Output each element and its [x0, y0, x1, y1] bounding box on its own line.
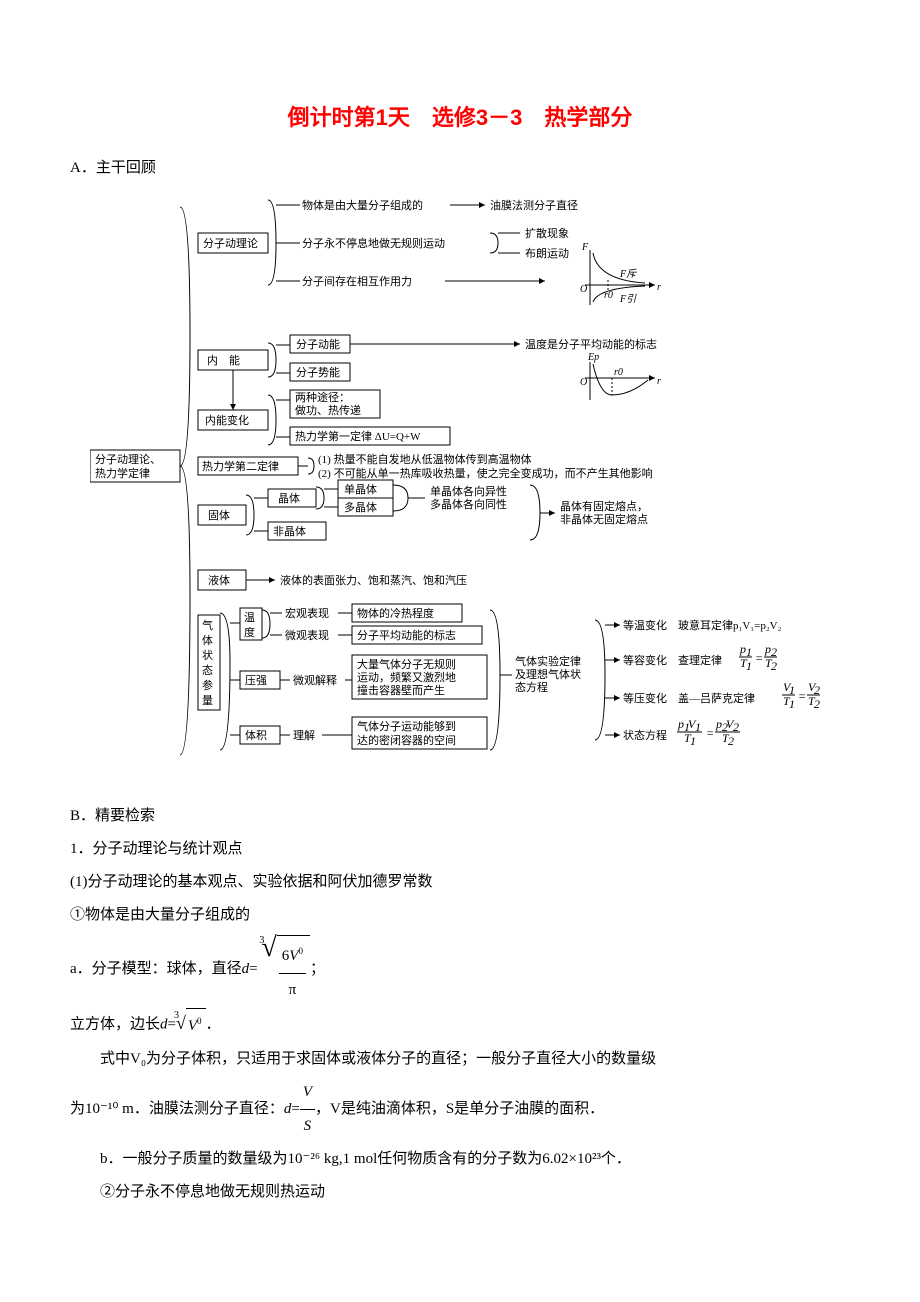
svg-text:气体实验定律: 气体实验定律 [515, 654, 581, 668]
para-6: 为10⁻¹⁰ m．油膜法测分子直径：d=VS，V是纯油滴体积，S是单分子油膜的面… [70, 1076, 850, 1143]
svg-text:1: 1 [690, 734, 696, 748]
svg-text:1: 1 [789, 697, 795, 711]
b5-r1a: 单晶体各向异性 [430, 484, 507, 498]
section-a-label: A．主干回顾 [70, 152, 850, 185]
b5-a2: 多晶体 [344, 500, 377, 514]
g2-l1: r0 [614, 367, 623, 378]
b3-a1: 两种途径： [295, 390, 350, 404]
b1-b2: 布朗运动 [525, 247, 569, 260]
b4-b: (2) 不可能从单一热库吸收热量，使之完全变成功，而不产生其他影响 [318, 466, 653, 480]
svg-text:=: = [706, 726, 714, 740]
b7-p-label: 压强 [245, 674, 267, 687]
g1-l2: r0 [604, 290, 613, 301]
law-c: 等压变化 盖—吕萨克定律 [623, 691, 755, 705]
para-3: a．分子模型：球体，直径d= 3√6V0π ； [70, 932, 850, 1007]
law-d: 状态方程 [623, 728, 667, 742]
law-a: 等温变化 玻意耳定律p₁V₁=p₂V₂ [623, 618, 782, 632]
b5-r2b: 非晶体无固定熔点 [560, 512, 648, 526]
root-line2: 热力学定律 [95, 466, 150, 480]
b1-a: 物体是由大量分子组成的 [302, 198, 423, 212]
b7-t-b: 微观表现 [285, 628, 329, 642]
page-title: 倒计时第1天 选修3－3 热学部分 [70, 100, 850, 132]
b2-label: 内 能 [207, 353, 240, 367]
b5-r1b: 多晶体各向同性 [430, 497, 507, 511]
concept-diagram: 分子动理论、 热力学定律 分子动理论 物体是由大量分子组成的 油膜法测分子直径 … [70, 195, 850, 780]
b7-v-a: 理解 [293, 728, 315, 742]
g2-y: Ep [587, 352, 599, 363]
svg-text:运动，频繁又激烈地: 运动，频繁又激烈地 [357, 670, 456, 684]
b5-label: 固体 [208, 508, 230, 522]
svg-text:达的密闭容器的空间: 达的密闭容器的空间 [357, 733, 456, 747]
svg-text:2: 2 [728, 734, 734, 748]
svg-text:1: 1 [746, 659, 752, 673]
svg-text:=: = [755, 651, 763, 665]
para-2: ①物体是由大量分子组成的 [70, 899, 850, 932]
b7-v-label: 体积 [245, 728, 267, 742]
svg-text:气: 气 [202, 618, 213, 632]
para-4: 立方体，边长d=3√V0． [70, 1007, 850, 1043]
svg-text:p: p [739, 642, 746, 656]
para-5: 式中V₀为分子体积，只适用于求固体或液体分子的直径；一般分子直径大小的数量级 [70, 1043, 850, 1076]
svg-text:度: 度 [244, 625, 255, 639]
b2-a-to: 温度是分子平均动能的标志 [525, 337, 657, 351]
b2-b: 分子势能 [296, 365, 340, 379]
svg-text:大量气体分子无规则: 大量气体分子无规则 [357, 657, 456, 671]
heading-1: 1．分子动理论与统计观点 [70, 833, 850, 866]
svg-text:2: 2 [771, 659, 777, 673]
b5-a: 晶体 [278, 491, 300, 505]
section-b-label: B．精要检索 [70, 800, 850, 833]
svg-text:状: 状 [202, 648, 213, 662]
svg-text:p: p [677, 717, 684, 731]
svg-text:p: p [764, 642, 771, 656]
b1-a-to: 油膜法测分子直径 [490, 198, 578, 212]
para-7: b．一般分子质量的数量级为10⁻²⁶ kg,1 mol任何物质含有的分子数为6.… [70, 1143, 850, 1176]
b7-t-ato: 物体的冷热程度 [357, 606, 434, 620]
svg-text:=: = [798, 689, 806, 703]
svg-text:态方程: 态方程 [515, 680, 548, 694]
b7-p-a: 微观解释 [293, 673, 337, 687]
g1-l3: F引 [619, 293, 637, 305]
b3-label: 内能变化 [205, 413, 249, 427]
para-1: (1)分子动理论的基本观点、实验依据和阿伏加德罗常数 [70, 866, 850, 899]
svg-text:及理想气体状: 及理想气体状 [515, 667, 581, 681]
g1-x: r [657, 282, 661, 293]
b4-a: (1) 热量不能自发地从低温物体传到高温物体 [318, 452, 532, 466]
b7-t-bto: 分子平均动能的标志 [357, 628, 456, 642]
b1-c: 分子间存在相互作用力 [302, 274, 412, 288]
svg-text:参: 参 [202, 678, 213, 692]
g2-x: r [657, 376, 661, 387]
b2-a: 分子动能 [296, 337, 340, 351]
svg-text:气体分子运动能够到: 气体分子运动能够到 [357, 719, 456, 733]
svg-text:2: 2 [814, 697, 820, 711]
b1-label: 分子动理论 [203, 236, 258, 250]
b5-r2a: 晶体有固定熔点， [560, 499, 648, 513]
b6-a: 液体的表面张力、饱和蒸汽、饱和汽压 [280, 573, 467, 587]
b6-label: 液体 [208, 573, 230, 587]
b5-a1: 单晶体 [344, 482, 377, 496]
b5-b: 非晶体 [273, 524, 306, 538]
b3-b: 热力学第一定律 ΔU=Q+W [295, 429, 421, 443]
svg-text:量: 量 [202, 694, 213, 707]
g1-y: F [581, 242, 589, 253]
svg-text:态: 态 [202, 664, 213, 677]
b1-b1: 扩散现象 [525, 226, 569, 240]
g2-o: O [580, 377, 587, 388]
svg-text:体: 体 [202, 633, 213, 647]
root-line1: 分子动理论、 [95, 452, 161, 466]
b1-b: 分子永不停息地做无规则运动 [302, 236, 445, 250]
g1-l1: F斥 [619, 268, 637, 280]
svg-text:撞击容器壁而产生: 撞击容器壁而产生 [357, 683, 445, 697]
law-b: 等容变化 查理定律 [623, 653, 722, 667]
svg-text:温: 温 [244, 611, 255, 624]
g1-o: O [580, 284, 587, 295]
b7-t-a: 宏观表现 [285, 606, 329, 620]
svg-text:p: p [715, 717, 722, 731]
b4-label: 热力学第二定律 [202, 459, 279, 473]
para-8: ②分子永不停息地做无规则热运动 [70, 1176, 850, 1209]
b3-a2: 做功、热传递 [295, 403, 361, 417]
